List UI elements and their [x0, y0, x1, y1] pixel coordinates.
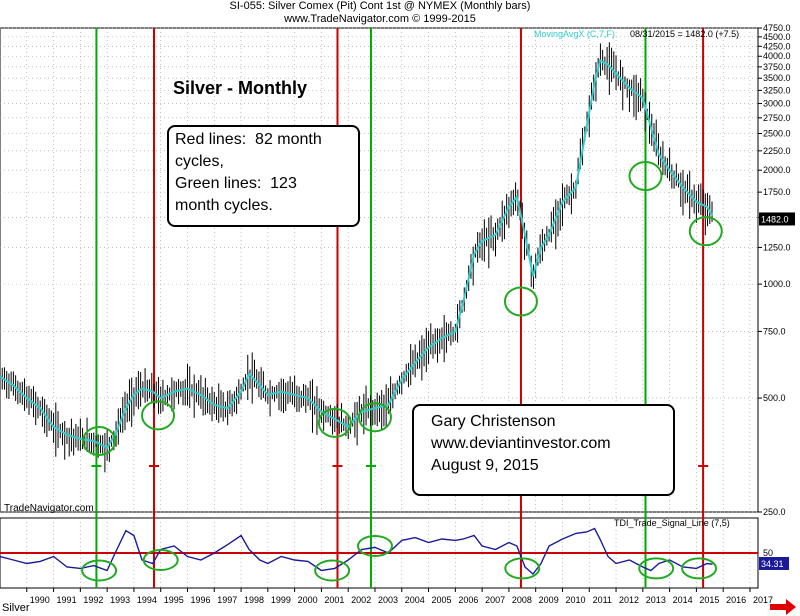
cycles-line-3: Green lines: 123 — [175, 175, 297, 192]
highlight-circle — [81, 559, 118, 582]
y-tick-label: 4250.0 — [763, 41, 791, 51]
moving-average-label: MovingAvgX (C,7,F) — [534, 29, 615, 39]
highlight-circle — [628, 161, 663, 192]
y-tick-label: 1250.0 — [763, 242, 791, 252]
indicator-line — [0, 527, 713, 576]
x-tick-label: 2005 — [432, 595, 452, 605]
y-tick-label: 3000.0 — [763, 99, 791, 109]
last-value-label: 1482.0 — [761, 214, 789, 224]
y-tick-label: 2000.0 — [763, 165, 791, 175]
y-tick-label: 500.0 — [763, 393, 786, 403]
y-tick-label: 4500.0 — [763, 32, 791, 42]
last-value-box — [759, 212, 795, 226]
y-tick-label: 1000.0 — [763, 279, 791, 289]
watermark: TradeNavigator.com — [4, 503, 94, 514]
indicator-title: TDI_Trade_Signal_Line (7,5) — [614, 518, 730, 528]
y-tick-label: 3250.0 — [763, 85, 791, 95]
highlight-circle — [357, 402, 392, 433]
y-tick-label: 4750.0 — [763, 23, 791, 33]
y-tick-label: 3750.0 — [763, 62, 791, 72]
signal-level-label: 50 — [763, 548, 773, 558]
highlight-circle — [142, 549, 179, 571]
cycles-legend-box — [167, 125, 360, 227]
cycles-line-4: month cycles. — [175, 197, 273, 214]
highlight-circle — [317, 407, 352, 438]
y-tick-label: 1750.0 — [763, 187, 791, 197]
author-name: Gary Christenson — [431, 413, 556, 430]
x-tick-label: 2016 — [726, 595, 746, 605]
x-tick-label: 2006 — [458, 595, 478, 605]
highlight-circle — [638, 557, 675, 580]
highlight-circle — [314, 559, 351, 582]
chart-title: Silver - Monthly — [173, 78, 308, 98]
highlight-circle — [503, 286, 538, 317]
x-tick-label: 2001 — [324, 595, 344, 605]
indicator-last-value-box — [759, 556, 789, 570]
x-tick-label: 1991 — [57, 595, 77, 605]
highlight-circle — [141, 400, 176, 431]
x-tick-label: 2009 — [539, 595, 559, 605]
x-tick-label: 2000 — [298, 595, 318, 605]
x-tick-label: 1999 — [271, 595, 291, 605]
cycles-line-2: cycles, — [175, 153, 224, 170]
x-tick-label: 2004 — [405, 595, 425, 605]
y-tick-label: 250.0 — [763, 507, 786, 517]
cycles-line-1: Red lines: 82 month — [175, 131, 322, 148]
x-tick-label: 2013 — [646, 595, 666, 605]
y-tick-label: 2750.0 — [763, 113, 791, 123]
highlight-circle — [356, 535, 393, 557]
x-tick-label: 1990 — [30, 595, 50, 605]
y-tick-label: 3500.0 — [763, 73, 791, 83]
x-tick-label: 2003 — [378, 595, 398, 605]
author-website: www.deviantinvestor.com — [431, 435, 611, 452]
x-tick-label: 2011 — [593, 595, 612, 605]
x-tick-label: 2015 — [699, 595, 719, 605]
chart-header-line1: SI-055: Silver Comex (Pit) Cont 1st @ NY… — [229, 0, 531, 12]
highlight-circle — [681, 557, 718, 580]
x-tick-label: 1997 — [217, 595, 237, 605]
price-panel-frame — [0, 27, 759, 513]
highlight-circle — [504, 557, 541, 580]
x-tick-label: 1994 — [137, 595, 157, 605]
author-date: August 9, 2015 — [431, 457, 539, 474]
y-tick-label: 2250.0 — [763, 146, 791, 156]
x-tick-label: 1995 — [164, 595, 184, 605]
moving-average-line — [0, 58, 714, 449]
x-tick-label: 2012 — [619, 595, 639, 605]
x-tick-label: 1993 — [110, 595, 130, 605]
price-status-text: 08/31/2015 = 1482.0 (+7.5) — [630, 29, 740, 39]
x-tick-label: 2008 — [512, 595, 532, 605]
y-tick-label: 2500.0 — [763, 129, 791, 139]
indicator-last-value-label: 34.31 — [761, 559, 784, 569]
highlight-circle — [688, 216, 723, 247]
x-tick-label: 2017 — [753, 595, 773, 605]
y-tick-label: 750.0 — [763, 326, 786, 336]
author-box — [412, 404, 675, 496]
x-tick-label: 2014 — [673, 595, 693, 605]
scroll-right-arrow-icon — [770, 599, 796, 615]
x-tick-label: 1992 — [83, 595, 103, 605]
chart-header-line2: www.TradeNavigator.com © 1999-2015 — [284, 13, 476, 25]
x-tick-label: 1998 — [244, 595, 264, 605]
symbol-label: Silver — [2, 602, 30, 614]
x-tick-label: 2002 — [351, 595, 371, 605]
highlight-circle — [82, 426, 117, 457]
x-tick-label: 2007 — [485, 595, 505, 605]
y-tick-label: 4000.0 — [763, 51, 791, 61]
x-tick-label: 2010 — [565, 595, 585, 605]
x-tick-label: 1996 — [190, 595, 210, 605]
